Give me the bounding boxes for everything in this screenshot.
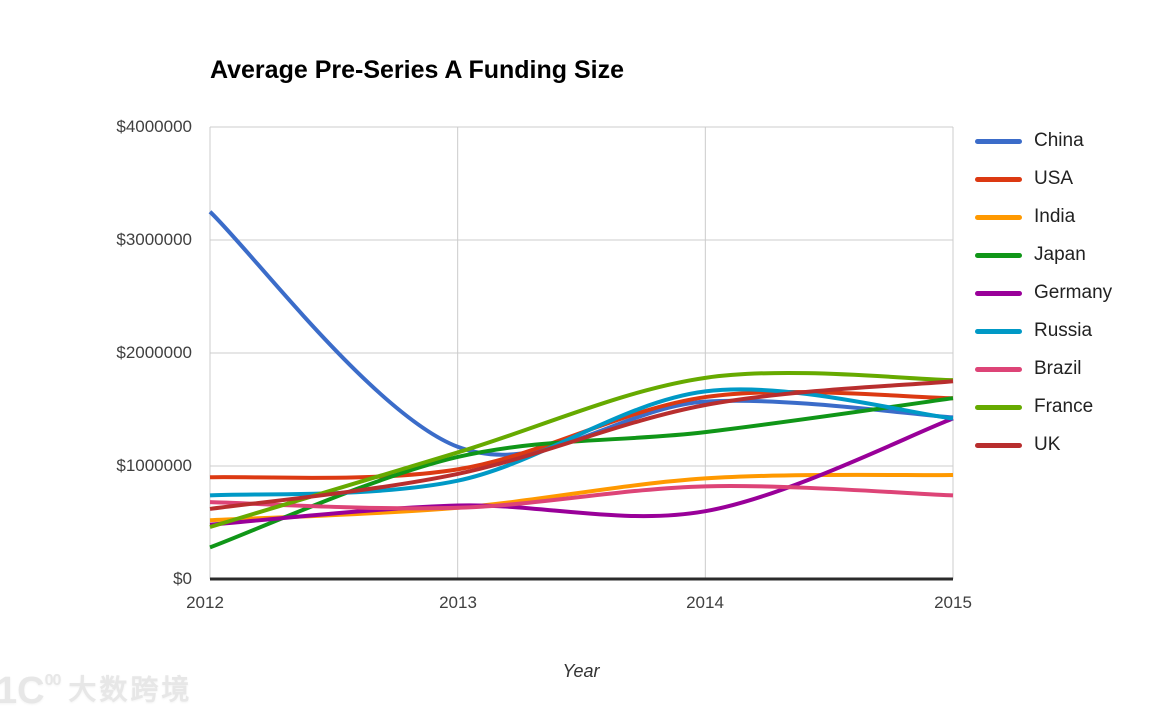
legend-item-russia: Russia xyxy=(975,312,1112,350)
legend-label: UK xyxy=(1034,434,1061,455)
legend-label: Russia xyxy=(1034,320,1093,341)
x-tick-label: 2015 xyxy=(934,593,972,612)
legend-swatch xyxy=(975,138,1022,144)
watermark-logo: 1Ϲ00 大数跨境 xyxy=(0,672,192,710)
x-tick-label: 2013 xyxy=(439,593,477,612)
legend-item-china: China xyxy=(975,122,1112,160)
x-tick-label: 2014 xyxy=(686,593,724,612)
y-tick-label: $2000000 xyxy=(116,343,192,362)
legend-label: Japan xyxy=(1034,244,1086,265)
y-tick-label: $0 xyxy=(173,569,192,588)
legend-item-japan: Japan xyxy=(975,236,1112,274)
legend-swatch xyxy=(975,328,1022,334)
legend-swatch xyxy=(975,442,1022,448)
legend-item-uk: UK xyxy=(975,426,1112,464)
legend-item-france: France xyxy=(975,388,1112,426)
y-tick-label: $3000000 xyxy=(116,230,192,249)
legend-label: China xyxy=(1034,130,1084,151)
legend-item-usa: USA xyxy=(975,160,1112,198)
gridlines xyxy=(209,126,954,579)
legend-swatch xyxy=(975,290,1022,296)
y-tick-label: $1000000 xyxy=(116,456,192,475)
legend-label: USA xyxy=(1034,168,1074,189)
legend: China USA India Japan Germany Russia Bra… xyxy=(975,122,1112,464)
legend-swatch xyxy=(975,404,1022,410)
legend-swatch xyxy=(975,366,1022,372)
watermark-cn-text: 大数跨境 xyxy=(68,674,193,705)
legend-swatch xyxy=(975,176,1022,182)
legend-label: Germany xyxy=(1034,282,1113,303)
x-axis-title: Year xyxy=(562,661,600,681)
watermark-logo-glyph: 1Ϲ xyxy=(0,670,45,712)
y-tick-label: $4000000 xyxy=(116,117,192,136)
legend-item-germany: Germany xyxy=(975,274,1112,312)
legend-label: Brazil xyxy=(1034,358,1082,379)
legend-swatch xyxy=(975,252,1022,258)
legend-item-india: India xyxy=(975,198,1112,236)
legend-swatch xyxy=(975,214,1022,220)
legend-label: India xyxy=(1034,206,1076,227)
x-tick-label: 2012 xyxy=(186,593,224,612)
legend-label: France xyxy=(1034,396,1094,417)
chart-title: Average Pre-Series A Funding Size xyxy=(210,56,625,84)
chart-series-lines xyxy=(208,210,954,550)
legend-item-brazil: Brazil xyxy=(975,350,1112,388)
